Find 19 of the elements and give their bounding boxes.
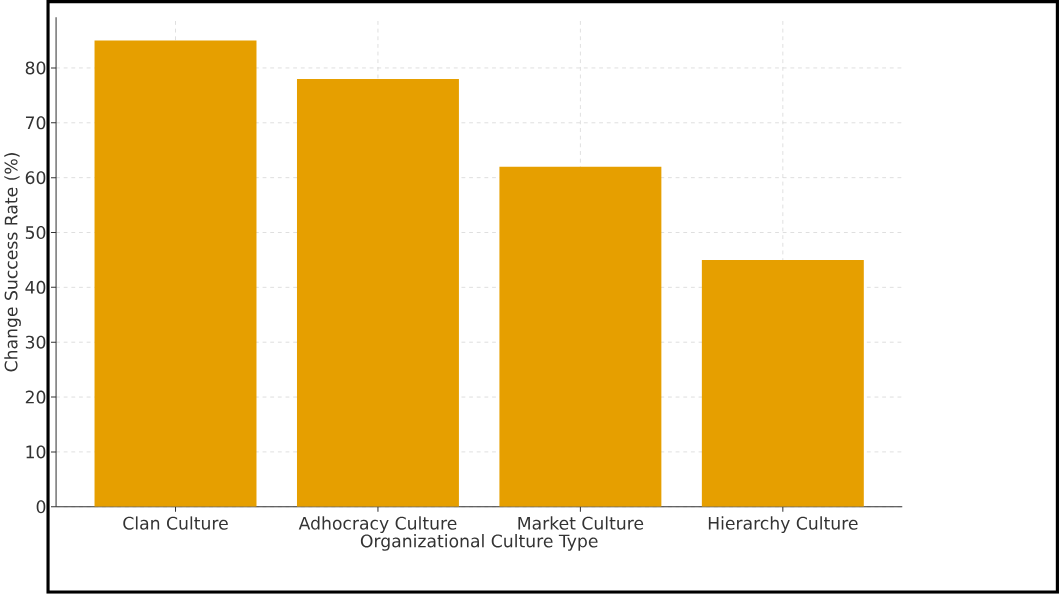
x-tick-label: Adhocracy Culture	[298, 516, 457, 534]
y-tick-label: 70	[25, 116, 46, 130]
y-tick-label: 20	[25, 390, 46, 404]
bar	[296, 79, 459, 507]
x-tick-label: Hierarchy Culture	[708, 516, 858, 534]
bar	[701, 260, 864, 507]
x-tick-label: Market Culture	[518, 516, 644, 530]
bar	[94, 40, 257, 507]
y-tick-label: 10	[26, 445, 46, 459]
bar	[499, 166, 662, 507]
y-tick-label: 50	[25, 226, 46, 240]
y-axis-title: Change Success Rate (%)	[4, 153, 21, 372]
x-tick-label: Clan Culture	[123, 516, 228, 530]
x-axis-title: Organizational Culture Type	[360, 534, 598, 551]
y-tick-label: 40	[25, 280, 46, 294]
y-tick-label: 60	[25, 171, 46, 185]
y-tick-label: 30	[25, 335, 46, 349]
y-tick-label: 80	[25, 61, 46, 75]
y-tick-label: 0	[36, 500, 46, 514]
